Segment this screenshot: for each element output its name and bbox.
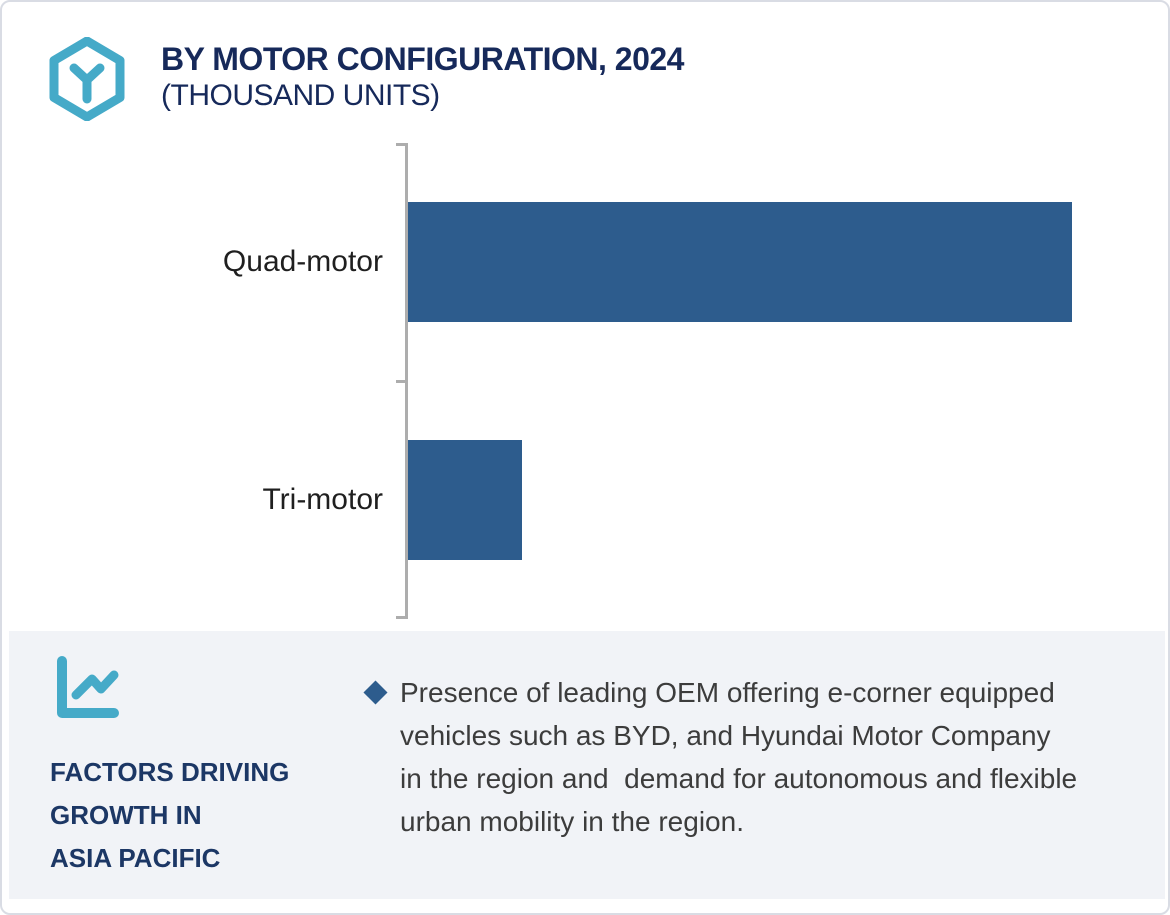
line-chart-icon bbox=[57, 656, 119, 718]
bar-chart-plot-area bbox=[396, 143, 1112, 619]
category-label-quad-motor: Quad-motor bbox=[222, 245, 383, 278]
header: BY MOTOR CONFIGURATION, 2024 (THOUSAND U… bbox=[47, 37, 684, 121]
axis-tick bbox=[396, 380, 408, 383]
axis-tick bbox=[396, 616, 408, 619]
chart-subtitle: (THOUSAND UNITS) bbox=[161, 78, 440, 112]
factors-heading-line: FACTORS DRIVING bbox=[50, 757, 290, 787]
factors-panel: FACTORS DRIVING GROWTH IN ASIA PACIFIC P… bbox=[9, 631, 1165, 899]
category-label-tri-motor: Tri-motor bbox=[262, 483, 383, 516]
factors-heading-line: ASIA PACIFIC bbox=[50, 843, 221, 873]
bar-tri-motor bbox=[408, 440, 523, 560]
factor-bullet-text: Presence of leading OEM offering e-corne… bbox=[400, 677, 1085, 837]
axis-tick bbox=[396, 143, 408, 146]
diamond-bullet-icon bbox=[363, 680, 388, 705]
factors-heading-line: GROWTH IN bbox=[50, 800, 202, 830]
hexagon-y-icon bbox=[49, 37, 125, 121]
factors-panel-left: FACTORS DRIVING GROWTH IN ASIA PACIFIC bbox=[50, 653, 350, 880]
chart-title: BY MOTOR CONFIGURATION, 2024 bbox=[161, 41, 684, 77]
factor-bullet-item: Presence of leading OEM offering e-corne… bbox=[363, 671, 1085, 843]
bar-quad-motor bbox=[408, 202, 1073, 322]
chart-title-block: BY MOTOR CONFIGURATION, 2024 (THOUSAND U… bbox=[161, 37, 684, 114]
factors-heading: FACTORS DRIVING GROWTH IN ASIA PACIFIC bbox=[50, 751, 350, 880]
